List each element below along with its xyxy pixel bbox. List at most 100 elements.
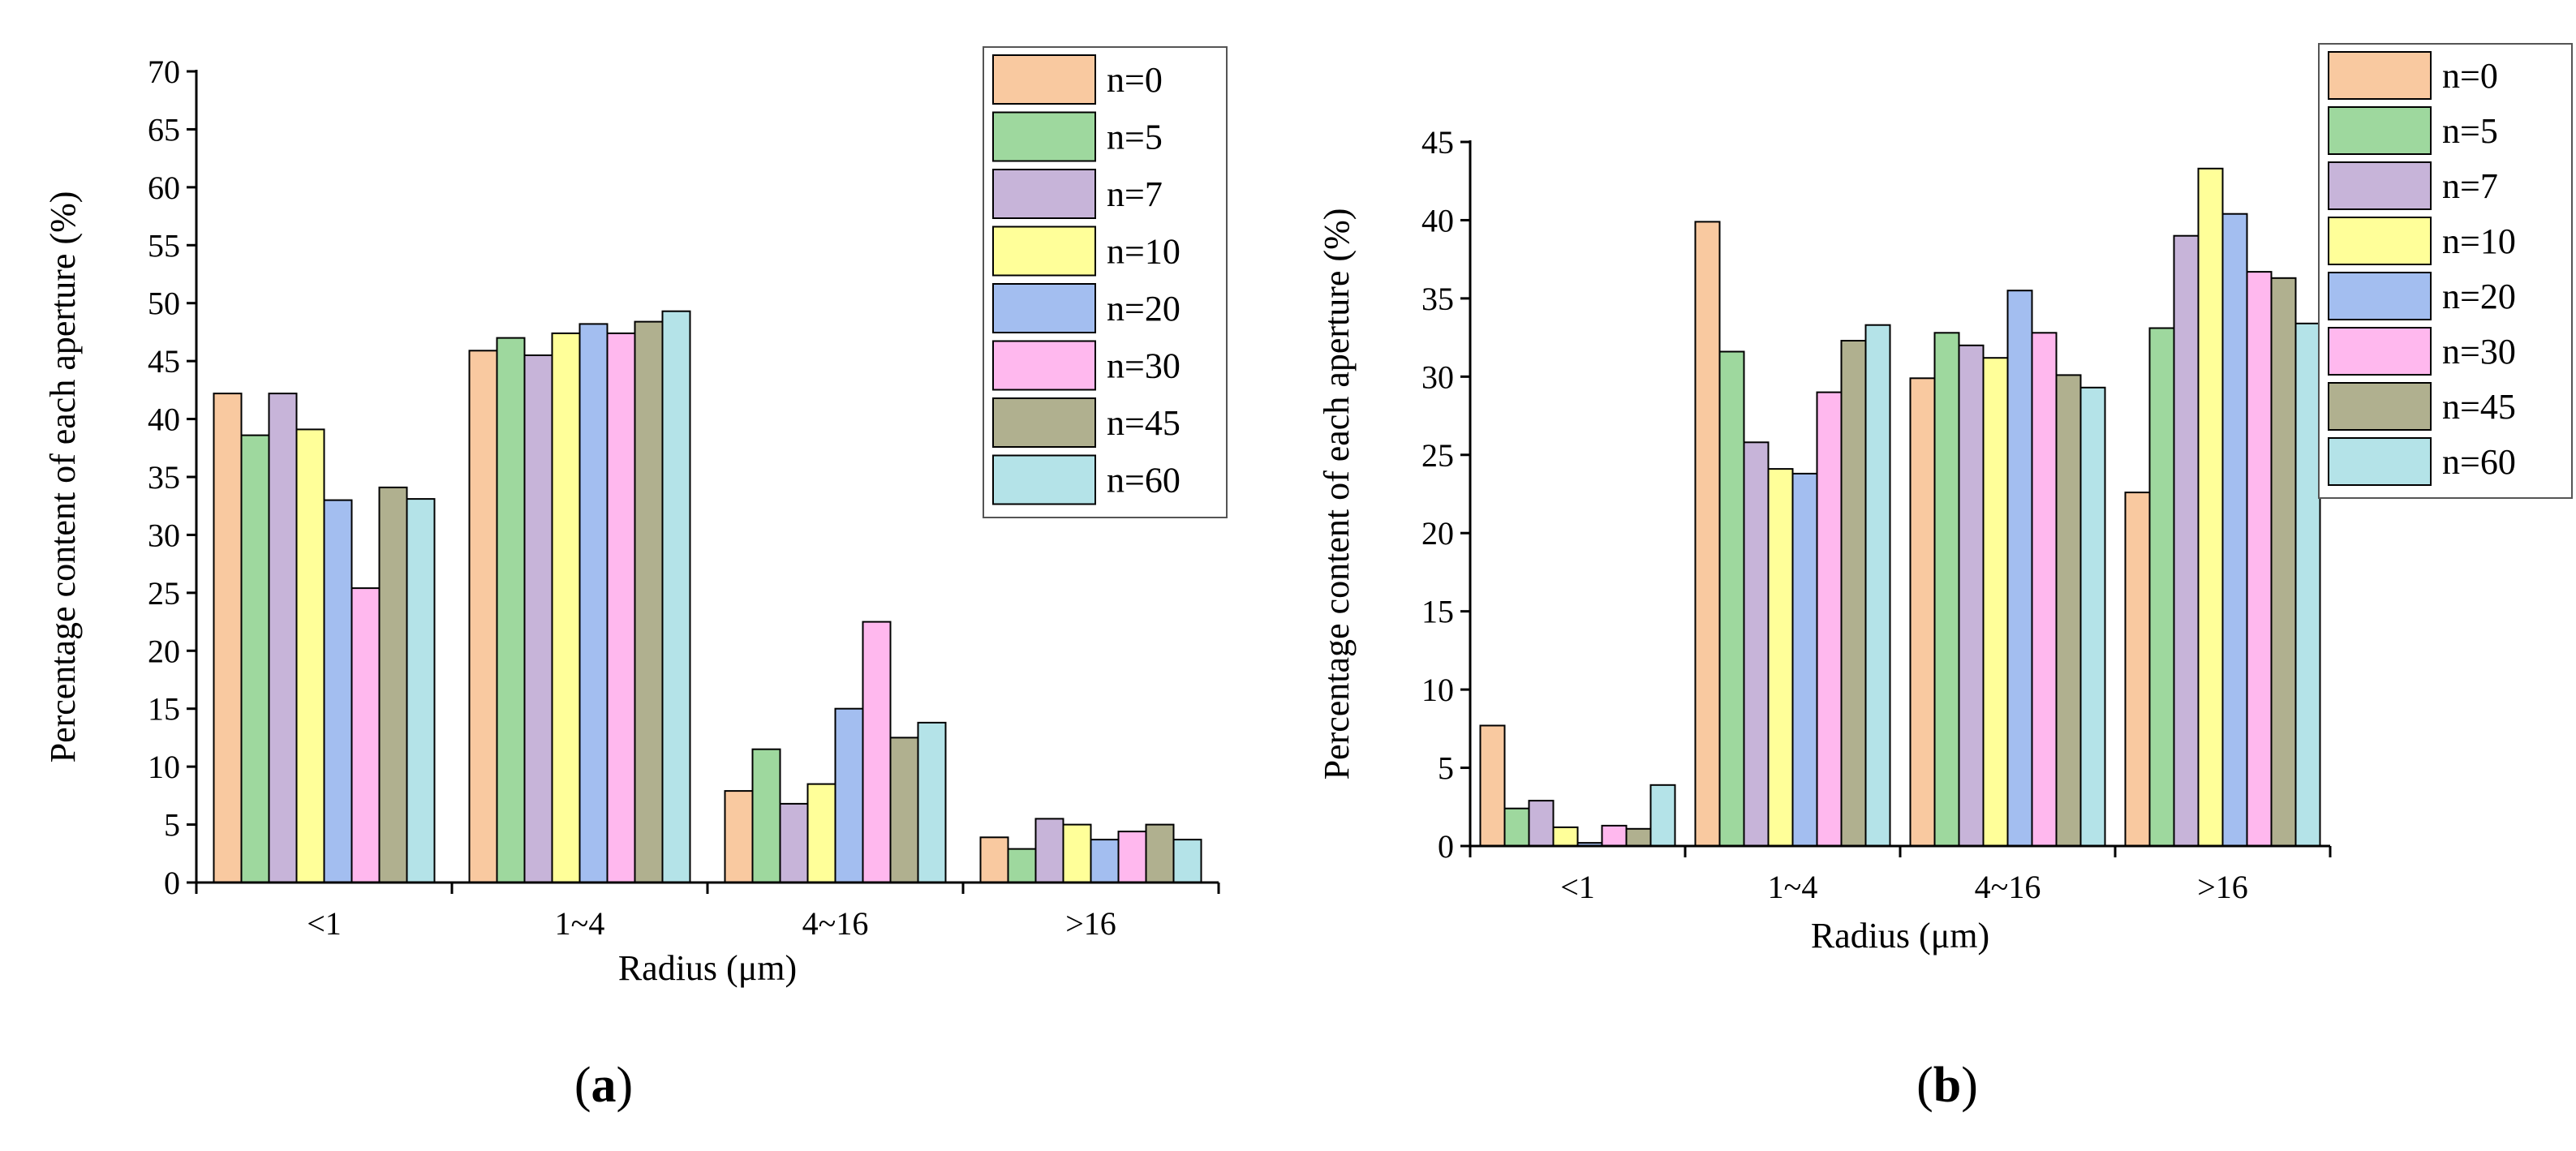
bar — [1479, 724, 1506, 847]
bar — [2294, 322, 2321, 847]
bar — [1718, 350, 1745, 847]
bar — [1767, 468, 1794, 847]
y-tick-label: 30 — [148, 517, 180, 553]
bar — [2079, 386, 2106, 847]
legend-label: n=7 — [1107, 174, 1163, 214]
x-tick-label: <1 — [1560, 869, 1595, 905]
y-tick-label: 15 — [1421, 594, 1454, 630]
y-axis-title: Percentage content of each aperture (%) — [43, 191, 83, 763]
legend-label: n=10 — [2442, 221, 2516, 261]
legend-label: n=45 — [2442, 387, 2516, 427]
bar — [724, 790, 754, 883]
legend-label: n=0 — [1107, 60, 1163, 100]
bar — [661, 310, 691, 883]
panel-label: (a) — [574, 1058, 633, 1113]
bar — [1816, 391, 1843, 848]
bar — [406, 498, 436, 883]
bar — [606, 332, 636, 883]
panel-label: (b) — [1916, 1058, 1978, 1113]
y-tick-label: 20 — [1421, 515, 1454, 552]
bar — [551, 332, 581, 883]
legend-swatch — [992, 54, 1096, 105]
bar — [2197, 167, 2224, 848]
bar — [834, 707, 864, 884]
legend-swatch — [2328, 106, 2432, 155]
legend-swatch — [992, 340, 1096, 391]
bar — [496, 337, 526, 884]
legend-label: n=30 — [2442, 332, 2516, 371]
legend-swatch — [2328, 51, 2432, 100]
y-tick-label: 35 — [1421, 281, 1454, 317]
y-tick-label: 5 — [1438, 750, 1454, 787]
y-tick-label: 55 — [148, 227, 180, 264]
legend-swatch — [992, 225, 1096, 277]
bar — [295, 428, 325, 883]
bar — [1909, 377, 1936, 847]
y-tick-label: 40 — [148, 402, 180, 438]
bar — [1625, 827, 1652, 847]
y-tick-label: 40 — [1421, 202, 1454, 238]
y-tick-label: 0 — [164, 865, 180, 901]
x-tick-label: 4~16 — [802, 905, 869, 942]
x-tick-label: >16 — [1065, 905, 1116, 942]
bar — [1791, 472, 1818, 848]
bar — [889, 737, 919, 884]
bar — [1982, 357, 2009, 847]
bar — [634, 320, 664, 884]
bar — [523, 354, 553, 883]
bar — [1117, 831, 1147, 883]
bar — [213, 393, 243, 884]
y-tick-label: 45 — [148, 343, 180, 380]
bar — [2246, 271, 2273, 848]
bar — [1933, 332, 1960, 847]
legend-label: n=60 — [1107, 461, 1180, 500]
bar — [1552, 826, 1579, 848]
legend-label: n=45 — [1107, 403, 1180, 443]
bar — [1172, 839, 1202, 883]
bar — [1694, 221, 1721, 847]
y-tick-label: 15 — [148, 691, 180, 728]
y-tick-label: 45 — [1421, 124, 1454, 161]
bar — [1840, 340, 1867, 847]
x-tick-label: 1~4 — [1768, 869, 1818, 905]
bar — [1062, 823, 1092, 883]
bar — [1528, 800, 1555, 847]
bar — [1743, 441, 1770, 847]
bar — [468, 350, 498, 883]
y-axis-title: Percentage content of each aperture (%) — [1317, 208, 1357, 780]
legend-label: n=5 — [1107, 118, 1163, 157]
bar — [2006, 290, 2033, 847]
y-tick-label: 10 — [1421, 672, 1454, 708]
bar — [2124, 492, 2151, 847]
bar — [268, 393, 298, 884]
bar — [1007, 848, 1037, 883]
x-tick-label: 4~16 — [1975, 869, 2041, 905]
y-tick-label: 65 — [148, 111, 180, 148]
y-tick-label: 20 — [148, 633, 180, 669]
legend-swatch — [992, 111, 1096, 162]
legend-label: n=20 — [2442, 277, 2516, 316]
bar — [2031, 332, 2058, 847]
legend-label: n=60 — [2442, 442, 2516, 482]
y-tick-label: 5 — [164, 807, 180, 844]
bar — [378, 486, 408, 884]
bar — [2055, 374, 2082, 847]
y-tick-label: 50 — [148, 286, 180, 322]
legend-swatch — [2328, 217, 2432, 265]
bar — [240, 434, 270, 883]
legend-label: n=30 — [1107, 346, 1180, 386]
bar — [2173, 234, 2200, 847]
y-tick-label: 70 — [148, 54, 180, 90]
bar — [1503, 807, 1530, 848]
legend-label: n=7 — [2442, 166, 2498, 206]
bar — [1958, 344, 1985, 847]
bar — [1090, 839, 1120, 883]
x-tick-label: 1~4 — [555, 905, 605, 942]
legend-swatch — [2328, 327, 2432, 376]
bar — [2270, 277, 2297, 847]
legend-label: n=20 — [1107, 289, 1180, 329]
legend-swatch — [992, 454, 1096, 505]
bar — [578, 323, 609, 883]
y-tick-label: 0 — [1438, 828, 1454, 865]
